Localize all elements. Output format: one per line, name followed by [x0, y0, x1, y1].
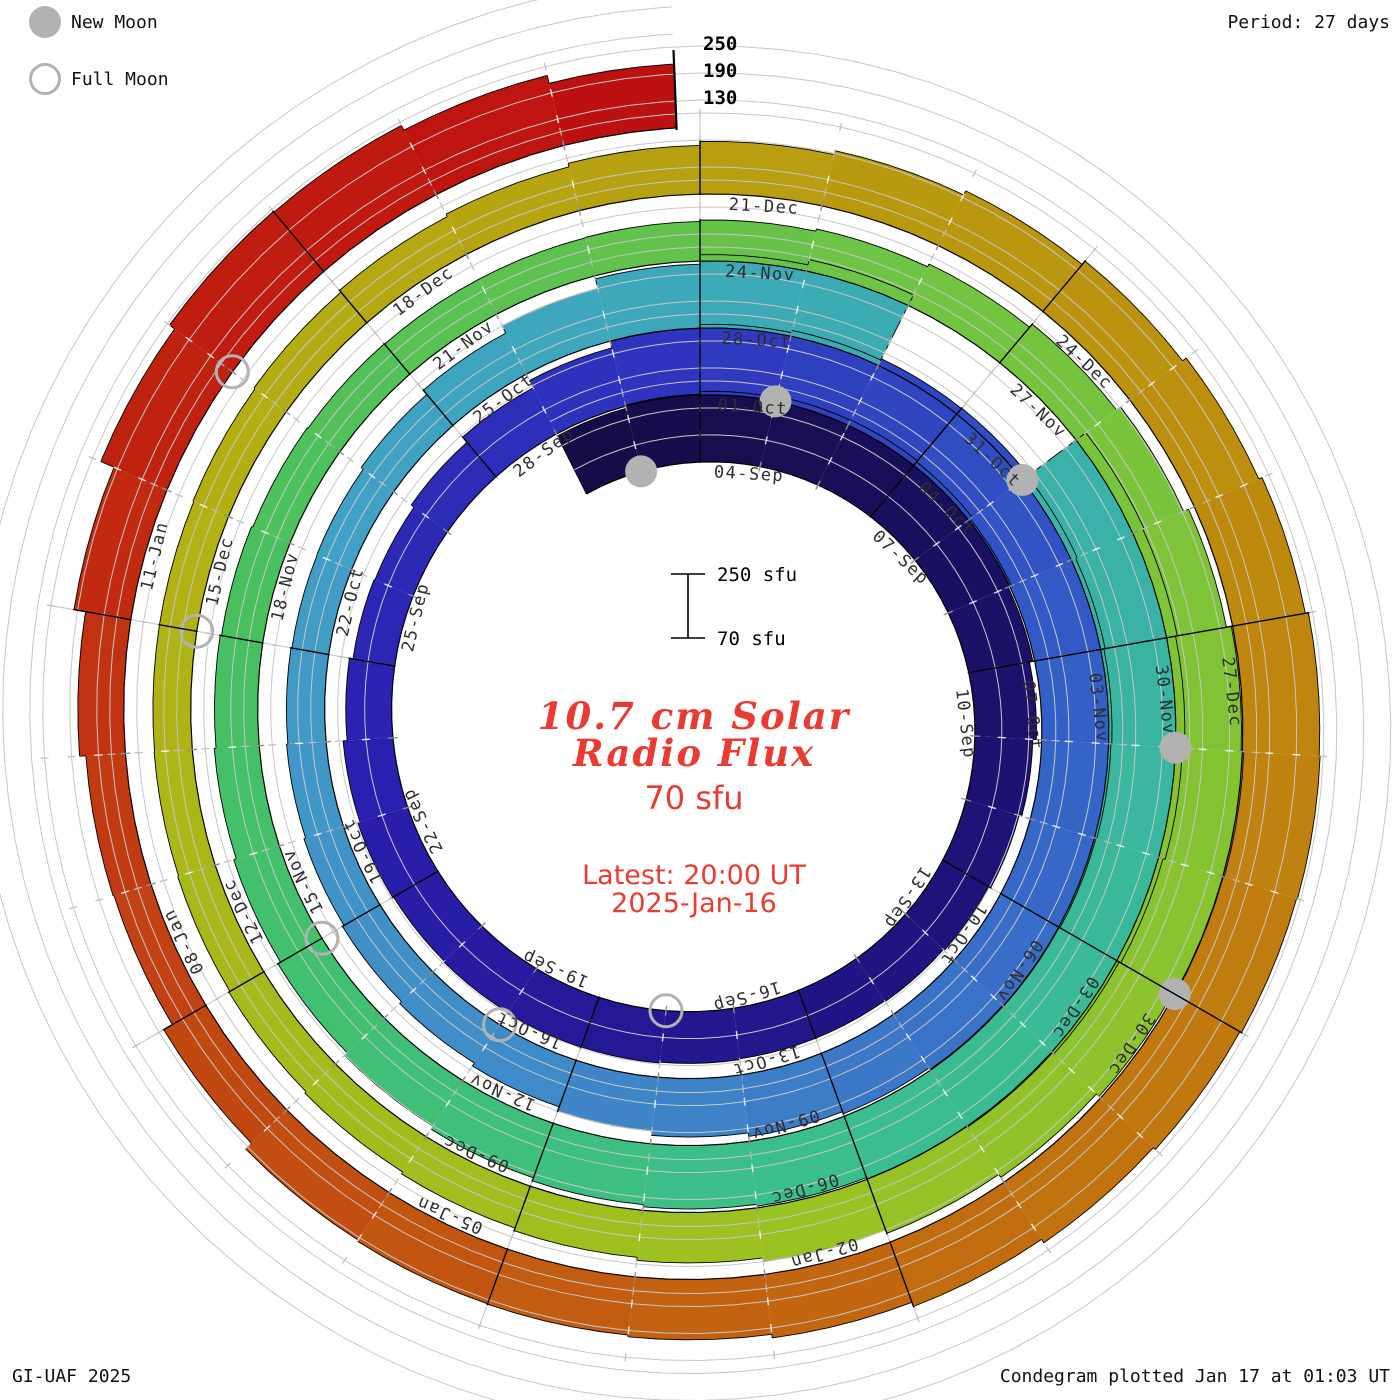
date-tick-label: 21-Dec	[728, 195, 799, 219]
date-tick-label: 28-Oct	[721, 329, 792, 353]
credit-left: GI-UAF 2025	[12, 1366, 132, 1387]
scalebar-top-label: 250 sfu	[717, 564, 798, 586]
legend-full-moon-label: Full Moon	[71, 69, 169, 90]
legend-new-moon-label: New Moon	[71, 12, 158, 33]
radial-axis-label: 130	[703, 87, 737, 109]
date-tick-label: 04-Sep	[713, 462, 784, 486]
radial-axis-label: 190	[703, 60, 737, 82]
period-label: Period: 27 days	[1227, 12, 1390, 33]
new-moon-icon	[29, 6, 61, 38]
plotted-timestamp: Condegram plotted Jan 17 at 01:03 UT	[999, 1366, 1390, 1387]
date-tick-label: 01-Oct	[717, 396, 788, 420]
date-tick-label: 24-Nov	[725, 262, 796, 286]
sfu-scale-bar	[671, 573, 705, 639]
full-moon-icon	[29, 63, 61, 95]
scalebar-bottom-label: 70 sfu	[717, 628, 786, 650]
radial-axis-label: 250	[703, 33, 737, 55]
